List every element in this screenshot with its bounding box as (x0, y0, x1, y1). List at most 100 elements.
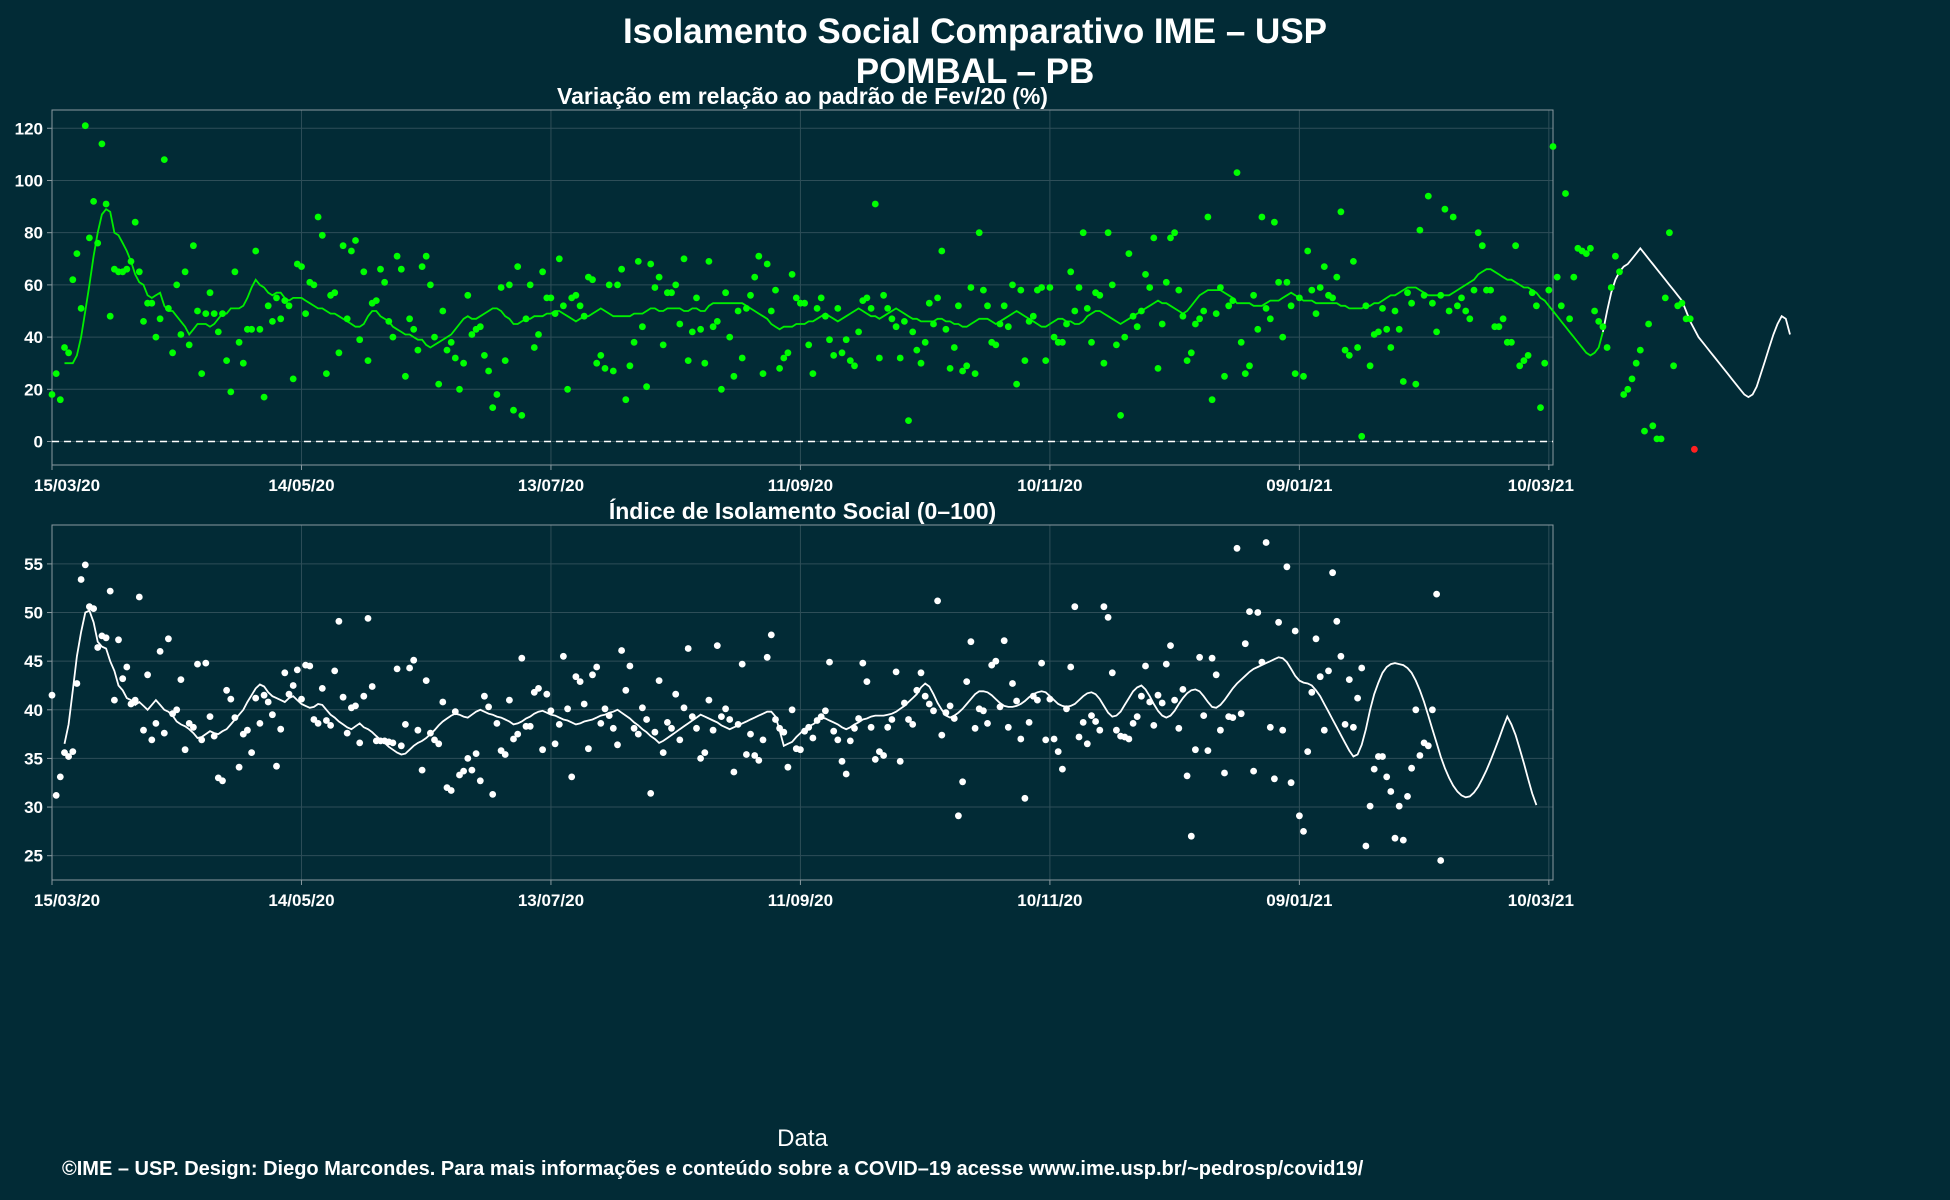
data-point (202, 310, 210, 317)
data-point (1017, 286, 1025, 294)
data-point (1229, 297, 1237, 304)
data-point (81, 122, 89, 130)
data-point (65, 753, 72, 760)
data-point (1350, 258, 1357, 265)
data-point (1424, 192, 1432, 200)
data-point (896, 757, 904, 765)
data-point (86, 234, 93, 242)
data-point (206, 289, 214, 297)
data-point (1067, 663, 1075, 671)
data-point (659, 341, 667, 349)
data-point (1399, 836, 1407, 844)
data-point (1038, 659, 1045, 667)
data-point (576, 302, 584, 310)
data-point (235, 338, 243, 346)
data-point (418, 263, 426, 270)
data-point (1661, 294, 1669, 302)
data-point (1391, 834, 1399, 842)
data-point (797, 746, 804, 754)
data-point (190, 723, 197, 731)
data-point (859, 659, 867, 667)
data-point (181, 746, 189, 754)
data-point (94, 239, 102, 247)
data-point (489, 404, 497, 411)
data-point (526, 722, 534, 730)
data-point (1383, 325, 1391, 333)
data-point (535, 685, 542, 692)
data-point (1225, 302, 1233, 310)
data-point (1391, 307, 1399, 315)
data-point (651, 728, 659, 736)
data-point (410, 325, 418, 333)
data-point (381, 278, 388, 286)
data-point (273, 762, 280, 770)
data-point (214, 328, 222, 336)
data-point (1162, 278, 1170, 286)
data-point (630, 724, 638, 732)
data-point (1632, 359, 1640, 367)
data-point (1545, 286, 1553, 294)
data-point (626, 662, 634, 670)
data-point (1196, 315, 1203, 323)
x-tick-label: 14/05/20 (268, 891, 334, 910)
data-point (298, 695, 305, 703)
data-point (1050, 735, 1058, 743)
data-point (1059, 338, 1066, 346)
data-point (622, 686, 630, 694)
data-point (688, 713, 696, 720)
data-point (468, 331, 476, 338)
data-point (1158, 320, 1166, 328)
data-point (1287, 779, 1295, 787)
data-point (1524, 352, 1532, 359)
data-point (1258, 213, 1266, 221)
data-point (410, 656, 418, 664)
data-point (331, 289, 339, 297)
moving-average-line (64, 208, 1604, 365)
data-point (1308, 286, 1316, 294)
data-point (1408, 764, 1415, 772)
data-point (697, 755, 704, 762)
data-point (1025, 318, 1033, 325)
data-point (901, 318, 908, 325)
data-point (963, 678, 971, 685)
data-point (1108, 281, 1116, 289)
data-point (842, 770, 850, 778)
data-point (905, 417, 912, 424)
data-point (605, 281, 613, 289)
data-point (643, 716, 650, 723)
data-point (892, 668, 900, 676)
data-point (547, 707, 555, 715)
data-point (1370, 765, 1378, 773)
data-point (609, 367, 617, 375)
data-point (672, 281, 680, 289)
data-point (231, 714, 239, 721)
data-point (1071, 307, 1079, 315)
data-point (1104, 229, 1112, 237)
data-point (942, 325, 950, 333)
data-point (884, 305, 892, 312)
data-point (801, 299, 808, 307)
data-point (842, 336, 850, 344)
data-point (651, 284, 659, 291)
data-point (701, 749, 709, 756)
data-point (992, 341, 1000, 349)
data-point (817, 713, 825, 720)
data-point (1599, 323, 1607, 331)
data-point (1304, 247, 1312, 255)
data-point (1034, 696, 1041, 704)
data-point (1208, 654, 1216, 662)
data-point (460, 359, 467, 367)
data-point (1553, 273, 1561, 281)
data-point (1291, 627, 1299, 635)
data-point (1183, 772, 1191, 780)
data-point (1649, 422, 1657, 430)
x-tick-label: 13/07/20 (518, 891, 584, 910)
data-point (901, 699, 908, 707)
data-point (177, 676, 185, 683)
data-point (1678, 299, 1686, 307)
data-point (826, 336, 833, 344)
data-point (655, 273, 663, 281)
data-point (1657, 435, 1665, 443)
data-point (555, 721, 563, 728)
